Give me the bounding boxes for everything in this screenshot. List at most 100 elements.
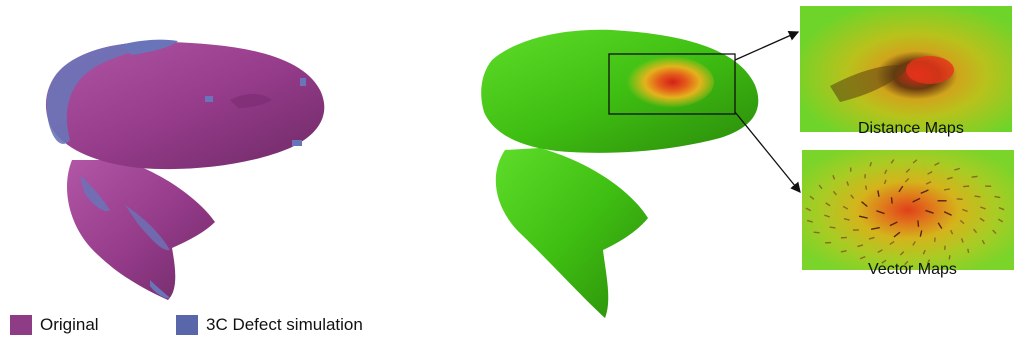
vector-arrow xyxy=(890,197,893,204)
vector-arrow xyxy=(948,255,951,260)
defect-overlay-left-edge xyxy=(46,41,170,144)
vector-arrow xyxy=(881,259,887,264)
defect-overlay-spot xyxy=(300,78,306,86)
vector-arrow xyxy=(979,217,985,222)
vector-arrow xyxy=(926,259,931,264)
distance-bone-model xyxy=(481,29,759,318)
vector-arrow xyxy=(883,179,887,185)
vector-arrow xyxy=(850,194,855,199)
arrow-to-vector-map xyxy=(734,111,801,194)
vector-arrow xyxy=(973,228,978,234)
distance-map-hotspot xyxy=(906,56,954,84)
vector-arrow xyxy=(922,249,926,255)
vector-arrow xyxy=(956,198,963,201)
vector-arrow xyxy=(889,221,898,227)
bone-crease-pink xyxy=(230,94,272,108)
vector-arrow xyxy=(806,219,813,223)
legend-label-defect: 3C Defect simulation xyxy=(206,315,363,334)
vector-arrow xyxy=(943,188,950,191)
defect-overlay-patch xyxy=(80,175,110,211)
legend-swatch-original xyxy=(10,315,32,335)
vector-arrow xyxy=(842,205,849,210)
vector-arrow xyxy=(998,206,1005,211)
vector-arrow xyxy=(843,218,850,221)
vector-arrow xyxy=(917,220,920,227)
bone-stem-green xyxy=(495,148,648,318)
defect-overlay-spot xyxy=(205,96,213,102)
heat-spot xyxy=(622,56,714,108)
vector-arrow xyxy=(899,251,905,256)
vector-arrow xyxy=(934,162,940,166)
vector-arrow xyxy=(937,222,943,229)
distance-maps-caption: Distance Maps xyxy=(858,120,964,137)
zoom-region-box xyxy=(608,53,736,115)
vector-arrow xyxy=(890,159,895,164)
vector-arrow xyxy=(861,201,868,208)
vector-arrow xyxy=(962,208,968,213)
vector-arrow xyxy=(912,159,918,164)
vector-arrow xyxy=(925,181,932,185)
vector-arrow xyxy=(818,184,823,190)
vector-maps-caption: Vector Maps xyxy=(868,261,957,278)
vector-arrow xyxy=(805,207,812,212)
vector-arrow xyxy=(859,255,866,260)
vector-arrow xyxy=(912,241,916,246)
legend-original: Original xyxy=(10,314,99,336)
vector-arrow xyxy=(893,231,901,238)
defect-overlay-patch xyxy=(125,205,170,251)
vector-arrow xyxy=(925,209,934,214)
vector-arrow xyxy=(967,248,970,253)
distance-map-band xyxy=(830,64,910,102)
legend-swatch-defect xyxy=(176,315,198,335)
legend-defect: 3C Defect simulation xyxy=(176,314,363,336)
vector-arrow xyxy=(992,229,997,235)
vector-arrow xyxy=(825,202,831,207)
vector-arrow xyxy=(994,195,1001,199)
vector-arrow xyxy=(960,238,964,243)
vector-arrow xyxy=(870,226,880,230)
vector-arrow xyxy=(943,211,952,216)
defect-overlay-spot xyxy=(292,140,302,146)
vector-arrow xyxy=(884,169,888,175)
vector-arrow xyxy=(846,181,850,186)
defect-overlay-patch xyxy=(150,280,170,299)
vector-arrow xyxy=(971,175,978,178)
vector-arrow xyxy=(912,197,921,203)
vector-arrow xyxy=(858,215,868,219)
vector-arrow xyxy=(864,185,868,190)
vector-arrow xyxy=(889,240,895,245)
vector-arrow xyxy=(877,249,883,254)
arrow-to-distance-map xyxy=(734,30,800,61)
vector-arrow xyxy=(824,214,830,218)
defect-overlay-patch xyxy=(120,39,178,55)
vector-arrow xyxy=(868,236,875,240)
vector-arrow xyxy=(946,176,953,180)
vector-arrow xyxy=(809,195,815,200)
vector-arrow xyxy=(877,190,880,197)
vector-arrow xyxy=(927,170,933,175)
vector-arrow xyxy=(869,161,873,167)
vector-arrow xyxy=(954,167,961,171)
vector-arrow xyxy=(832,190,837,196)
vector-map-inset xyxy=(802,150,1014,270)
bone-head-pink xyxy=(45,41,325,170)
vector-arrow xyxy=(832,175,836,180)
bone-stem-pink xyxy=(67,160,215,300)
vector-arrow xyxy=(857,244,864,248)
vector-arrow xyxy=(981,239,986,245)
vector-arrow xyxy=(840,249,847,253)
original-bone-model xyxy=(45,39,325,300)
vector-arrow xyxy=(904,260,909,266)
vector-arrow xyxy=(980,206,986,210)
vector-arrow xyxy=(950,229,954,235)
vector-arrow xyxy=(919,230,923,237)
vector-arrow xyxy=(974,195,981,198)
vector-field-arrows xyxy=(805,159,1005,266)
legend-label-original: Original xyxy=(40,315,99,334)
vector-arrow xyxy=(813,231,820,234)
vector-arrow xyxy=(876,210,885,215)
vector-arrow xyxy=(904,178,910,183)
vector-arrow xyxy=(829,226,836,229)
vector-arrow xyxy=(905,168,911,173)
